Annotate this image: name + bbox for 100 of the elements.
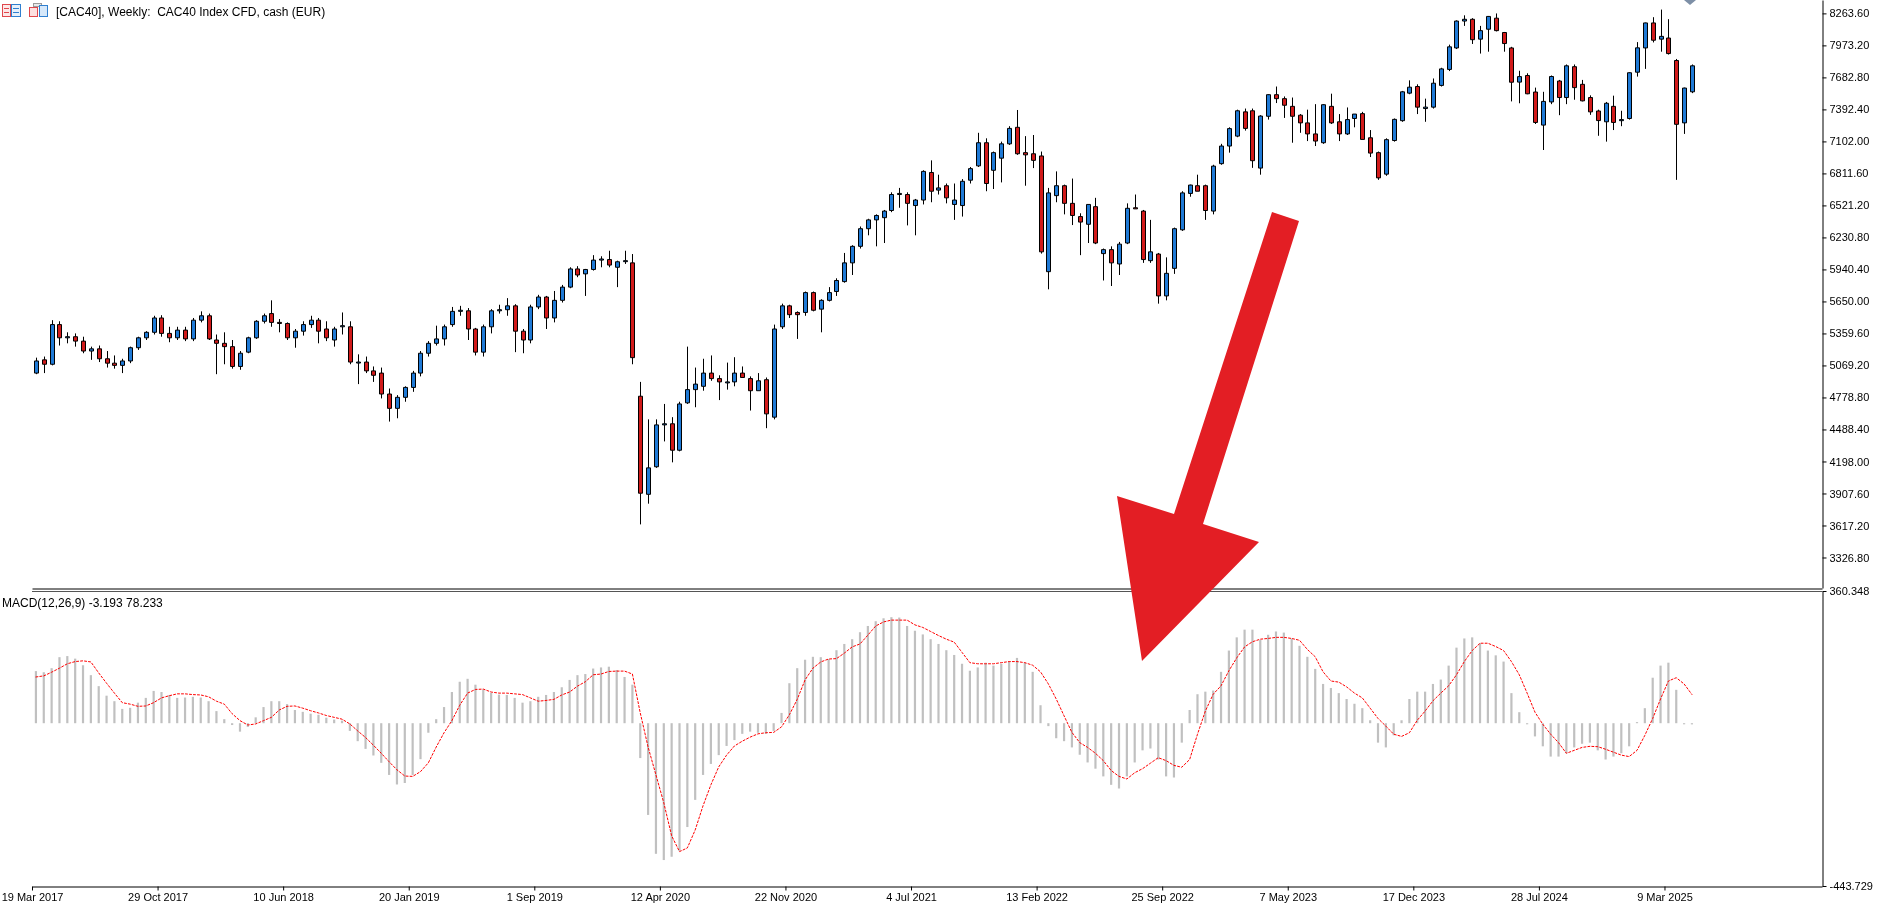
candlestick — [960, 178, 965, 218]
candlestick — [167, 326, 172, 343]
candlestick — [316, 317, 321, 344]
candlestick — [646, 418, 651, 505]
candlestick — [1345, 106, 1350, 136]
candlestick — [1619, 110, 1624, 127]
candlestick — [1368, 129, 1373, 158]
candlestick — [929, 159, 934, 203]
candlestick — [1541, 91, 1546, 151]
candlestick — [1258, 114, 1263, 176]
candlestick — [50, 319, 55, 366]
candlestick — [1596, 109, 1601, 137]
candlestick — [152, 315, 157, 335]
y-tick-label: 4488.40 — [1829, 423, 1870, 436]
candlestick — [89, 346, 94, 361]
candlestick — [348, 320, 353, 365]
candlestick — [717, 374, 722, 401]
candlestick — [780, 303, 785, 330]
candlestick — [1415, 83, 1420, 115]
candlestick — [709, 354, 714, 382]
candlestick — [442, 324, 447, 347]
candlestick — [1039, 151, 1044, 255]
candlestick — [968, 166, 973, 185]
candlestick — [1172, 227, 1177, 275]
candlestick — [426, 340, 431, 358]
candlestick — [1250, 108, 1255, 169]
candlestick — [332, 326, 337, 348]
candlestick — [921, 169, 926, 205]
chart-title: [CAC40], Weekly: CAC40 Index CFD, cash (EUR) — [56, 5, 326, 19]
candlestick — [481, 324, 486, 358]
candlestick — [207, 313, 212, 341]
candlestick — [819, 298, 824, 333]
candlestick — [1164, 256, 1169, 301]
candlestick — [615, 260, 620, 288]
candlestick — [1674, 58, 1679, 181]
candlestick — [1635, 41, 1640, 78]
candlestick — [364, 356, 369, 374]
candlestick — [1321, 103, 1326, 145]
candlestick — [866, 218, 871, 236]
candlestick — [105, 350, 110, 369]
candlestick — [544, 295, 549, 330]
candlestick — [670, 416, 675, 463]
candlestick — [246, 336, 251, 354]
candlestick — [434, 325, 439, 347]
candlestick — [1133, 194, 1138, 210]
candlestick — [575, 265, 580, 278]
candlestick — [1109, 245, 1114, 287]
candlestick — [489, 308, 494, 334]
candlestick — [371, 365, 376, 383]
candlestick — [1282, 95, 1287, 119]
candlestick — [889, 191, 894, 213]
candlestick — [874, 213, 879, 247]
y-tick-label: 3907.60 — [1829, 487, 1870, 500]
candlestick — [418, 350, 423, 377]
candlestick — [1219, 143, 1224, 166]
candlestick — [301, 320, 306, 337]
candlestick — [1305, 109, 1310, 142]
candlestick — [1494, 12, 1499, 32]
candlestick — [623, 250, 628, 265]
y-tick-label: 7392.40 — [1829, 103, 1870, 116]
candlestick — [1007, 125, 1012, 146]
candlestick — [450, 306, 455, 328]
y-tick-label: 7102.00 — [1829, 135, 1870, 148]
candlestick — [568, 266, 573, 289]
candlestick — [136, 336, 141, 351]
y-tick-label: 4778.80 — [1829, 391, 1870, 404]
candlestick — [505, 297, 510, 317]
candlestick — [1462, 14, 1467, 27]
candlestick — [1502, 31, 1507, 53]
candlestick — [811, 291, 816, 312]
candlestick — [1352, 113, 1357, 128]
candlestick — [599, 255, 604, 268]
candlestick — [1211, 164, 1216, 215]
candlestick — [1188, 184, 1193, 198]
candlestick — [1690, 63, 1695, 94]
candlestick — [1423, 98, 1428, 123]
candlestick — [1533, 87, 1538, 125]
y-tick-label: -443.729 — [1829, 880, 1873, 893]
candlestick — [748, 375, 753, 412]
candlestick — [944, 183, 949, 204]
candlestick — [732, 356, 737, 387]
candlestick — [850, 244, 855, 276]
y-tick-label: 7973.20 — [1829, 39, 1870, 52]
candlestick — [1682, 87, 1687, 135]
candlestick — [1517, 70, 1522, 104]
y-tick-label: 3617.20 — [1829, 519, 1870, 532]
candlestick — [1431, 77, 1436, 110]
candlestick — [1400, 90, 1405, 123]
y-tick-label: 5940.40 — [1829, 263, 1870, 276]
candlestick — [936, 174, 941, 196]
y-tick-label: 6230.80 — [1829, 231, 1870, 244]
candlestick — [1604, 101, 1609, 143]
candlestick — [999, 141, 1004, 183]
candlestick — [693, 367, 698, 408]
candlestick — [214, 334, 219, 375]
candlestick — [1329, 93, 1334, 125]
candlestick — [1360, 111, 1365, 140]
candlestick — [764, 376, 769, 429]
candlestick — [285, 321, 290, 341]
candlestick — [795, 310, 800, 340]
